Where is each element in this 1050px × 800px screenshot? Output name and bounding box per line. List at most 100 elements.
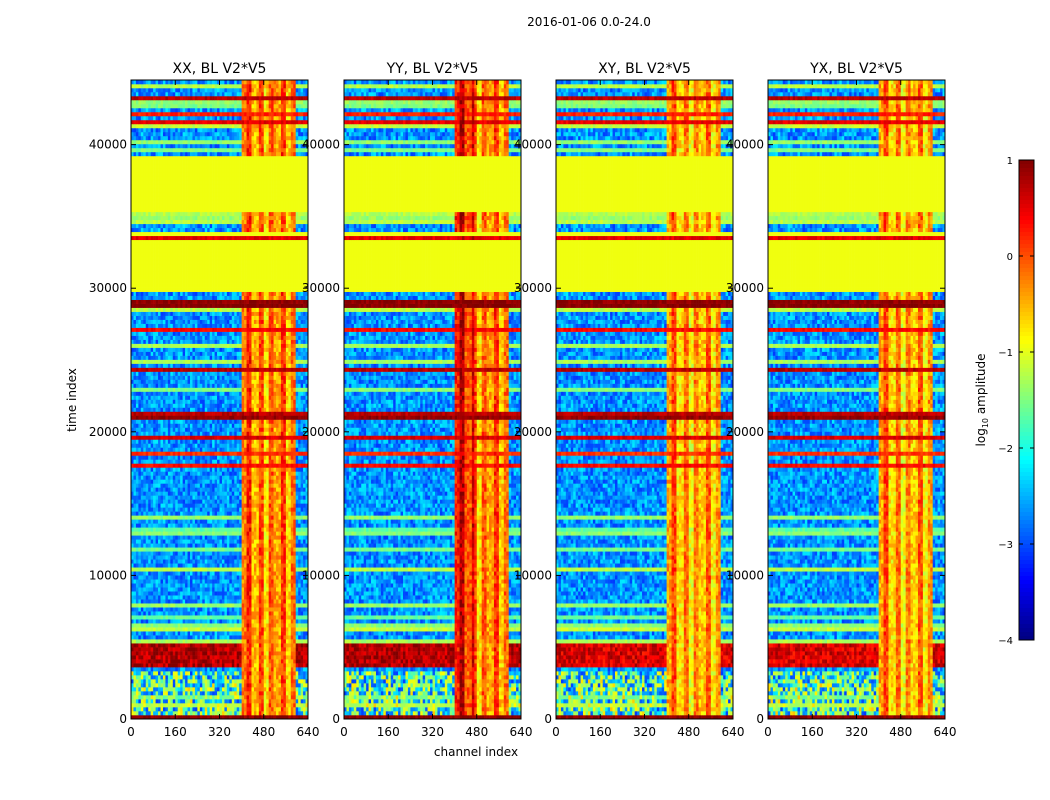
heatmap-cell: [232, 667, 235, 671]
heatmap-cell: [190, 671, 193, 675]
heatmap-cell: [197, 711, 200, 715]
heatmap-cell: [301, 675, 304, 679]
heatmap-cell: [200, 695, 203, 699]
heatmap-cell: [136, 667, 139, 671]
heatmap-cell: [192, 679, 195, 683]
heatmap-cell: [227, 675, 230, 679]
heatmap-cell: [274, 711, 277, 715]
heatmap-cell: [180, 699, 183, 703]
heatmap-cell: [271, 703, 274, 707]
heatmap-cell: [239, 687, 242, 691]
heatmap-cell: [291, 687, 294, 691]
heatmap-cell: [227, 691, 230, 695]
heatmap-cell: [264, 687, 267, 691]
heatmap-cell: [286, 667, 289, 671]
heatmap-cell: [259, 679, 262, 683]
heatmap-cell: [136, 679, 139, 683]
heatmap-cell: [303, 667, 306, 671]
heatmap-cell: [279, 691, 282, 695]
heatmap-cell: [222, 691, 225, 695]
heatmap-cell: [210, 679, 213, 683]
heatmap-cell: [220, 675, 223, 679]
heatmap-cell: [227, 671, 230, 675]
heatmap-cell: [286, 675, 289, 679]
heatmap-cell: [183, 683, 186, 687]
heatmap-cell: [161, 687, 164, 691]
heatmap-cell: [269, 667, 272, 671]
heatmap-cell: [148, 683, 151, 687]
heatmap-cell: [293, 675, 296, 679]
heatmap-cell: [138, 667, 141, 671]
heatmap-cell: [232, 679, 235, 683]
heatmap-cell: [197, 695, 200, 699]
heatmap-cell: [281, 687, 284, 691]
heatmap-cell: [190, 699, 193, 703]
heatmap-cell: [202, 671, 205, 675]
heatmap-cell: [249, 707, 252, 711]
heatmap-cell: [274, 667, 277, 671]
heatmap-cell: [283, 707, 286, 711]
heatmap-cell: [242, 667, 245, 671]
heatmap-cell: [136, 683, 139, 687]
heatmap-cell: [215, 695, 218, 699]
heatmap-cell: [183, 691, 186, 695]
heatmap-cell: [279, 675, 282, 679]
heatmap-cell: [291, 711, 294, 715]
heatmap-cell: [188, 679, 191, 683]
heatmap-cell: [173, 687, 176, 691]
heatmap-cell: [249, 695, 252, 699]
heatmap-cell: [227, 707, 230, 711]
heatmap-cell: [173, 691, 176, 695]
heatmap-cell: [192, 675, 195, 679]
heatmap-cell: [175, 707, 178, 711]
heatmap-cell: [283, 667, 286, 671]
heatmap-cell: [188, 703, 191, 707]
heatmap-cell: [237, 683, 240, 687]
heatmap-cell: [234, 691, 237, 695]
heatmap-cell: [185, 707, 188, 711]
heatmap-cell: [232, 687, 235, 691]
heatmap-cell: [143, 703, 146, 707]
heatmap-cell: [165, 675, 168, 679]
heatmap-cell: [136, 699, 139, 703]
heatmap-cell: [244, 707, 247, 711]
heatmap-cell: [192, 711, 195, 715]
heatmap-cell: [239, 671, 242, 675]
heatmap-cell: [178, 663, 181, 667]
heatmap-cell: [163, 679, 166, 683]
heatmap-cell: [205, 711, 208, 715]
heatmap-cell: [195, 695, 198, 699]
heatmap-cell: [283, 671, 286, 675]
heatmap-cell: [296, 707, 299, 711]
heatmap-cell: [183, 707, 186, 711]
heatmap-cell: [202, 679, 205, 683]
heatmap-cell: [217, 683, 220, 687]
heatmap-cell: [220, 703, 223, 707]
heatmap-cell: [298, 691, 301, 695]
heatmap-cell: [227, 667, 230, 671]
heatmap-cell: [156, 663, 159, 667]
heatmap-cell: [180, 675, 183, 679]
heatmap-cell: [133, 667, 136, 671]
heatmap-cell: [215, 667, 218, 671]
heatmap-cell: [170, 667, 173, 671]
heatmap-cell: [151, 699, 154, 703]
heatmap-cell: [158, 691, 161, 695]
heatmap-cell: [269, 675, 272, 679]
panel-title: XX, BL V2*V5: [173, 61, 267, 77]
heatmap-cell: [222, 675, 225, 679]
heatmap-cell: [251, 679, 254, 683]
heatmap-cell: [244, 703, 247, 707]
heatmap-cell: [288, 707, 291, 711]
heatmap-cell: [244, 679, 247, 683]
heatmap-cell: [158, 711, 161, 715]
heatmap-cell: [291, 707, 294, 711]
heatmap-cell: [141, 663, 144, 667]
heatmap-cell: [197, 683, 200, 687]
heatmap-cell: [143, 679, 146, 683]
heatmap-cell: [197, 675, 200, 679]
heatmap-cell: [175, 671, 178, 675]
heatmap-cell: [161, 675, 164, 679]
heatmap-cell: [168, 703, 171, 707]
heatmap-cell: [286, 687, 289, 691]
